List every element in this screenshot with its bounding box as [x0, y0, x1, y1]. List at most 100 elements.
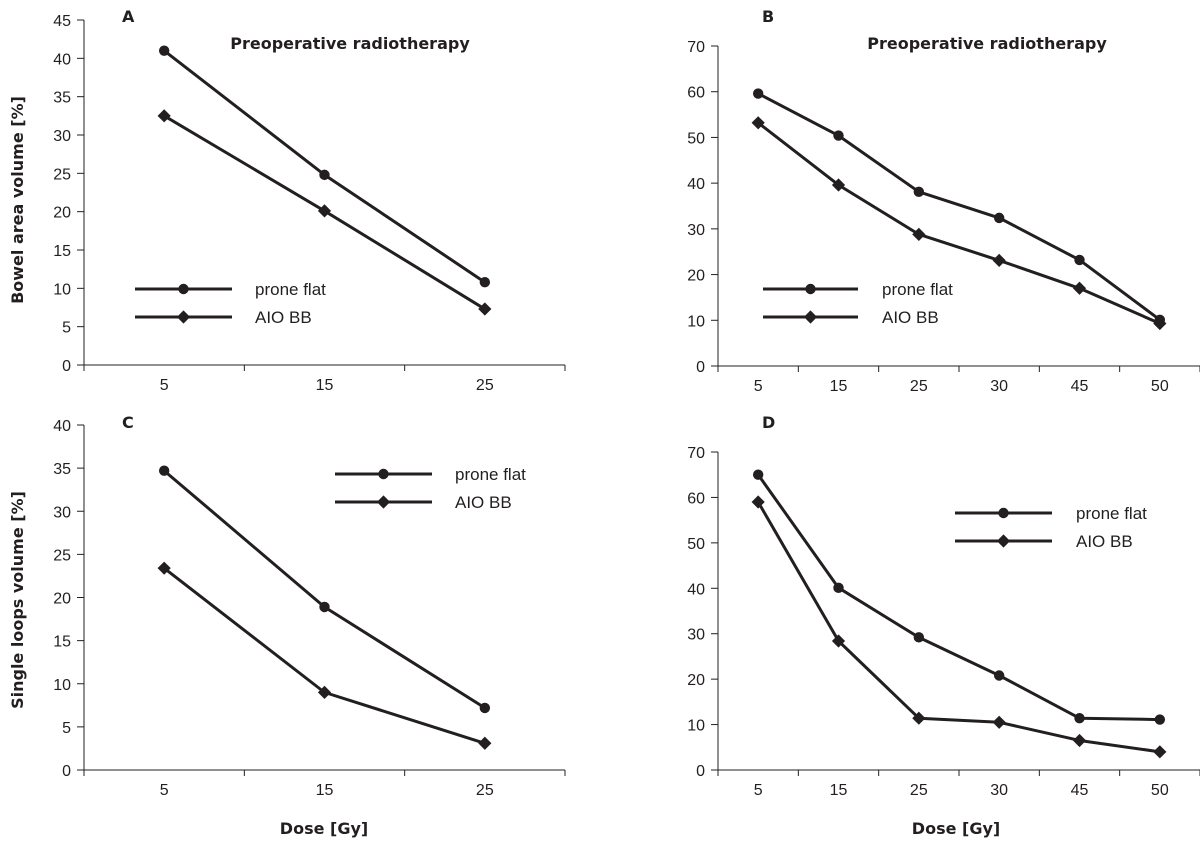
y-tick-label: 0 — [696, 763, 705, 780]
data-point-prone-flat — [752, 469, 764, 480]
legend-marker-prone-flat — [178, 283, 189, 295]
y-tick-label: 0 — [62, 763, 71, 780]
y-tick-label: 30 — [687, 222, 705, 239]
panel-letter: C — [122, 413, 134, 432]
x-tick-label: 30 — [990, 378, 1008, 395]
x-tick-label: 25 — [476, 377, 494, 394]
legend-label-aio-bb: AIO BB — [1076, 532, 1133, 551]
data-point-prone-flat — [752, 88, 764, 99]
series-line-aio-bb — [163, 566, 486, 745]
y-tick-label: 70 — [687, 39, 705, 56]
y-tick-label: 20 — [53, 205, 71, 222]
data-point-prone-flat — [1074, 713, 1085, 724]
data-point-prone-flat — [913, 632, 925, 643]
data-point-aio-bb — [157, 561, 171, 575]
legend-marker-prone-flat — [378, 468, 389, 480]
y-tick-label: 5 — [62, 720, 71, 737]
data-point-aio-bb — [751, 116, 765, 130]
data-point-prone-flat — [1074, 254, 1085, 266]
legend-label-prone-flat: prone flat — [455, 465, 526, 484]
data-point-prone-flat — [158, 465, 170, 476]
data-point-prone-flat — [993, 670, 1005, 681]
data-point-prone-flat — [833, 582, 844, 594]
y-tick-label: 40 — [53, 418, 71, 435]
y-tick-label: 45 — [53, 13, 71, 30]
y-tick-label: 70 — [687, 445, 705, 462]
x-tick-label: 15 — [316, 377, 334, 394]
data-point-aio-bb — [912, 711, 926, 725]
panel-title: Preoperative radiotherapy — [230, 34, 470, 53]
data-point-aio-bb — [478, 302, 492, 316]
x-tick-label: 45 — [1071, 378, 1089, 395]
legend-marker-aio-bb — [376, 495, 391, 509]
data-point-aio-bb — [1153, 745, 1167, 759]
panel-title: Preoperative radiotherapy — [867, 34, 1107, 53]
data-point-prone-flat — [479, 277, 491, 288]
y-tick-label: 40 — [687, 581, 705, 598]
x-tick-label: 25 — [910, 378, 928, 395]
data-point-prone-flat — [158, 45, 170, 56]
x-axis-title-left: Dose [Gy] — [280, 819, 368, 838]
y-tick-label: 60 — [687, 490, 705, 507]
data-point-aio-bb — [317, 685, 332, 699]
data-point-aio-bb — [831, 634, 846, 648]
y-tick-label: 20 — [687, 672, 705, 689]
data-point-aio-bb — [1072, 733, 1087, 748]
series-line-aio-bb — [756, 501, 1161, 754]
y-tick-label: 10 — [687, 313, 705, 330]
legend-label-prone-flat: prone flat — [882, 280, 953, 299]
y-axis-title-bottom: Single loops volume [%] — [8, 491, 27, 709]
x-tick-label: 5 — [160, 377, 169, 394]
legend-marker-aio-bb — [996, 534, 1011, 548]
legend: prone flat AIO BB — [135, 280, 326, 327]
panel-letter: D — [762, 413, 775, 432]
data-point-aio-bb — [992, 253, 1006, 267]
data-point-prone-flat — [913, 186, 925, 198]
x-tick-label: 25 — [910, 782, 928, 799]
x-tick-label: 15 — [316, 782, 334, 799]
series-line-aio-bb — [757, 121, 1161, 325]
data-point-prone-flat — [319, 169, 330, 181]
x-tick-label: 15 — [830, 378, 848, 395]
y-tick-label: 30 — [687, 627, 705, 644]
y-tick-label: 30 — [53, 504, 71, 521]
x-tick-label: 5 — [754, 378, 763, 395]
y-axis-title-top: Bowel area volume [%] — [8, 96, 27, 304]
series-line-prone-flat — [757, 92, 1161, 322]
y-tick-label: 35 — [53, 461, 71, 478]
data-point-aio-bb — [992, 715, 1006, 729]
x-tick-label: 25 — [476, 782, 494, 799]
y-tick-label: 35 — [53, 90, 71, 107]
y-tick-label: 0 — [62, 358, 71, 375]
data-point-aio-bb — [1153, 316, 1167, 331]
x-tick-label: 5 — [754, 782, 763, 799]
x-tick-label: 15 — [830, 782, 848, 799]
y-tick-label: 15 — [53, 243, 71, 260]
data-point-aio-bb — [157, 109, 171, 123]
y-tick-label: 20 — [53, 591, 71, 608]
chart-panel-b: 0 10 20 30 40 50 60 70 5 15 25 30 45 50 B Preoperative … — [687, 7, 1200, 395]
legend: prone flat AIO BB — [955, 504, 1147, 551]
legend-label-aio-bb: AIO BB — [255, 308, 312, 327]
y-tick-label: 10 — [53, 677, 71, 694]
chart-panels: 0 5 10 15 20 25 30 35 40 45 5 15 25 A Preoperative rad… — [53, 7, 1200, 799]
y-tick-label: 25 — [53, 547, 71, 564]
x-axis-title-right: Dose [Gy] — [912, 819, 1000, 838]
data-point-prone-flat — [993, 212, 1005, 224]
y-tick-label: 40 — [687, 176, 705, 193]
x-tick-label: 45 — [1071, 782, 1089, 799]
legend-marker-prone-flat — [998, 507, 1009, 519]
legend-label-prone-flat: prone flat — [1076, 504, 1147, 523]
x-tick-label: 5 — [160, 782, 169, 799]
legend-marker-prone-flat — [805, 283, 816, 295]
legend-label-prone-flat: prone flat — [255, 280, 326, 299]
chart-panel-a: 0 5 10 15 20 25 30 35 40 45 5 15 25 A Preoperative rad… — [53, 7, 566, 394]
series-line-prone-flat — [163, 49, 486, 284]
y-tick-label: 5 — [62, 320, 71, 337]
legend: prone flat AIO BB — [335, 465, 526, 512]
y-tick-label: 25 — [53, 166, 71, 183]
panel-letter: B — [762, 7, 774, 26]
data-point-aio-bb — [751, 495, 765, 509]
